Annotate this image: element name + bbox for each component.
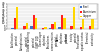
Bar [42,28,44,29]
Bar [51,24,54,29]
Bar [63,18,66,29]
Bar [16,7,18,29]
Bar [30,26,33,29]
Bar [82,7,84,29]
Bar [54,22,56,29]
Bar [26,23,28,29]
Bar [14,18,16,29]
Bar [73,7,75,29]
Bar [80,27,82,29]
Bar [61,15,63,29]
Bar [44,27,47,29]
Bar [23,26,26,29]
Bar [11,28,14,29]
Bar [70,26,73,29]
Bar [58,27,61,29]
Bar [91,18,94,29]
Bar [33,15,35,29]
Legend: Steel, Aluminium, Copper: Steel, Aluminium, Copper [79,4,97,19]
Bar [49,28,51,29]
Bar [89,26,91,29]
Bar [35,18,37,29]
